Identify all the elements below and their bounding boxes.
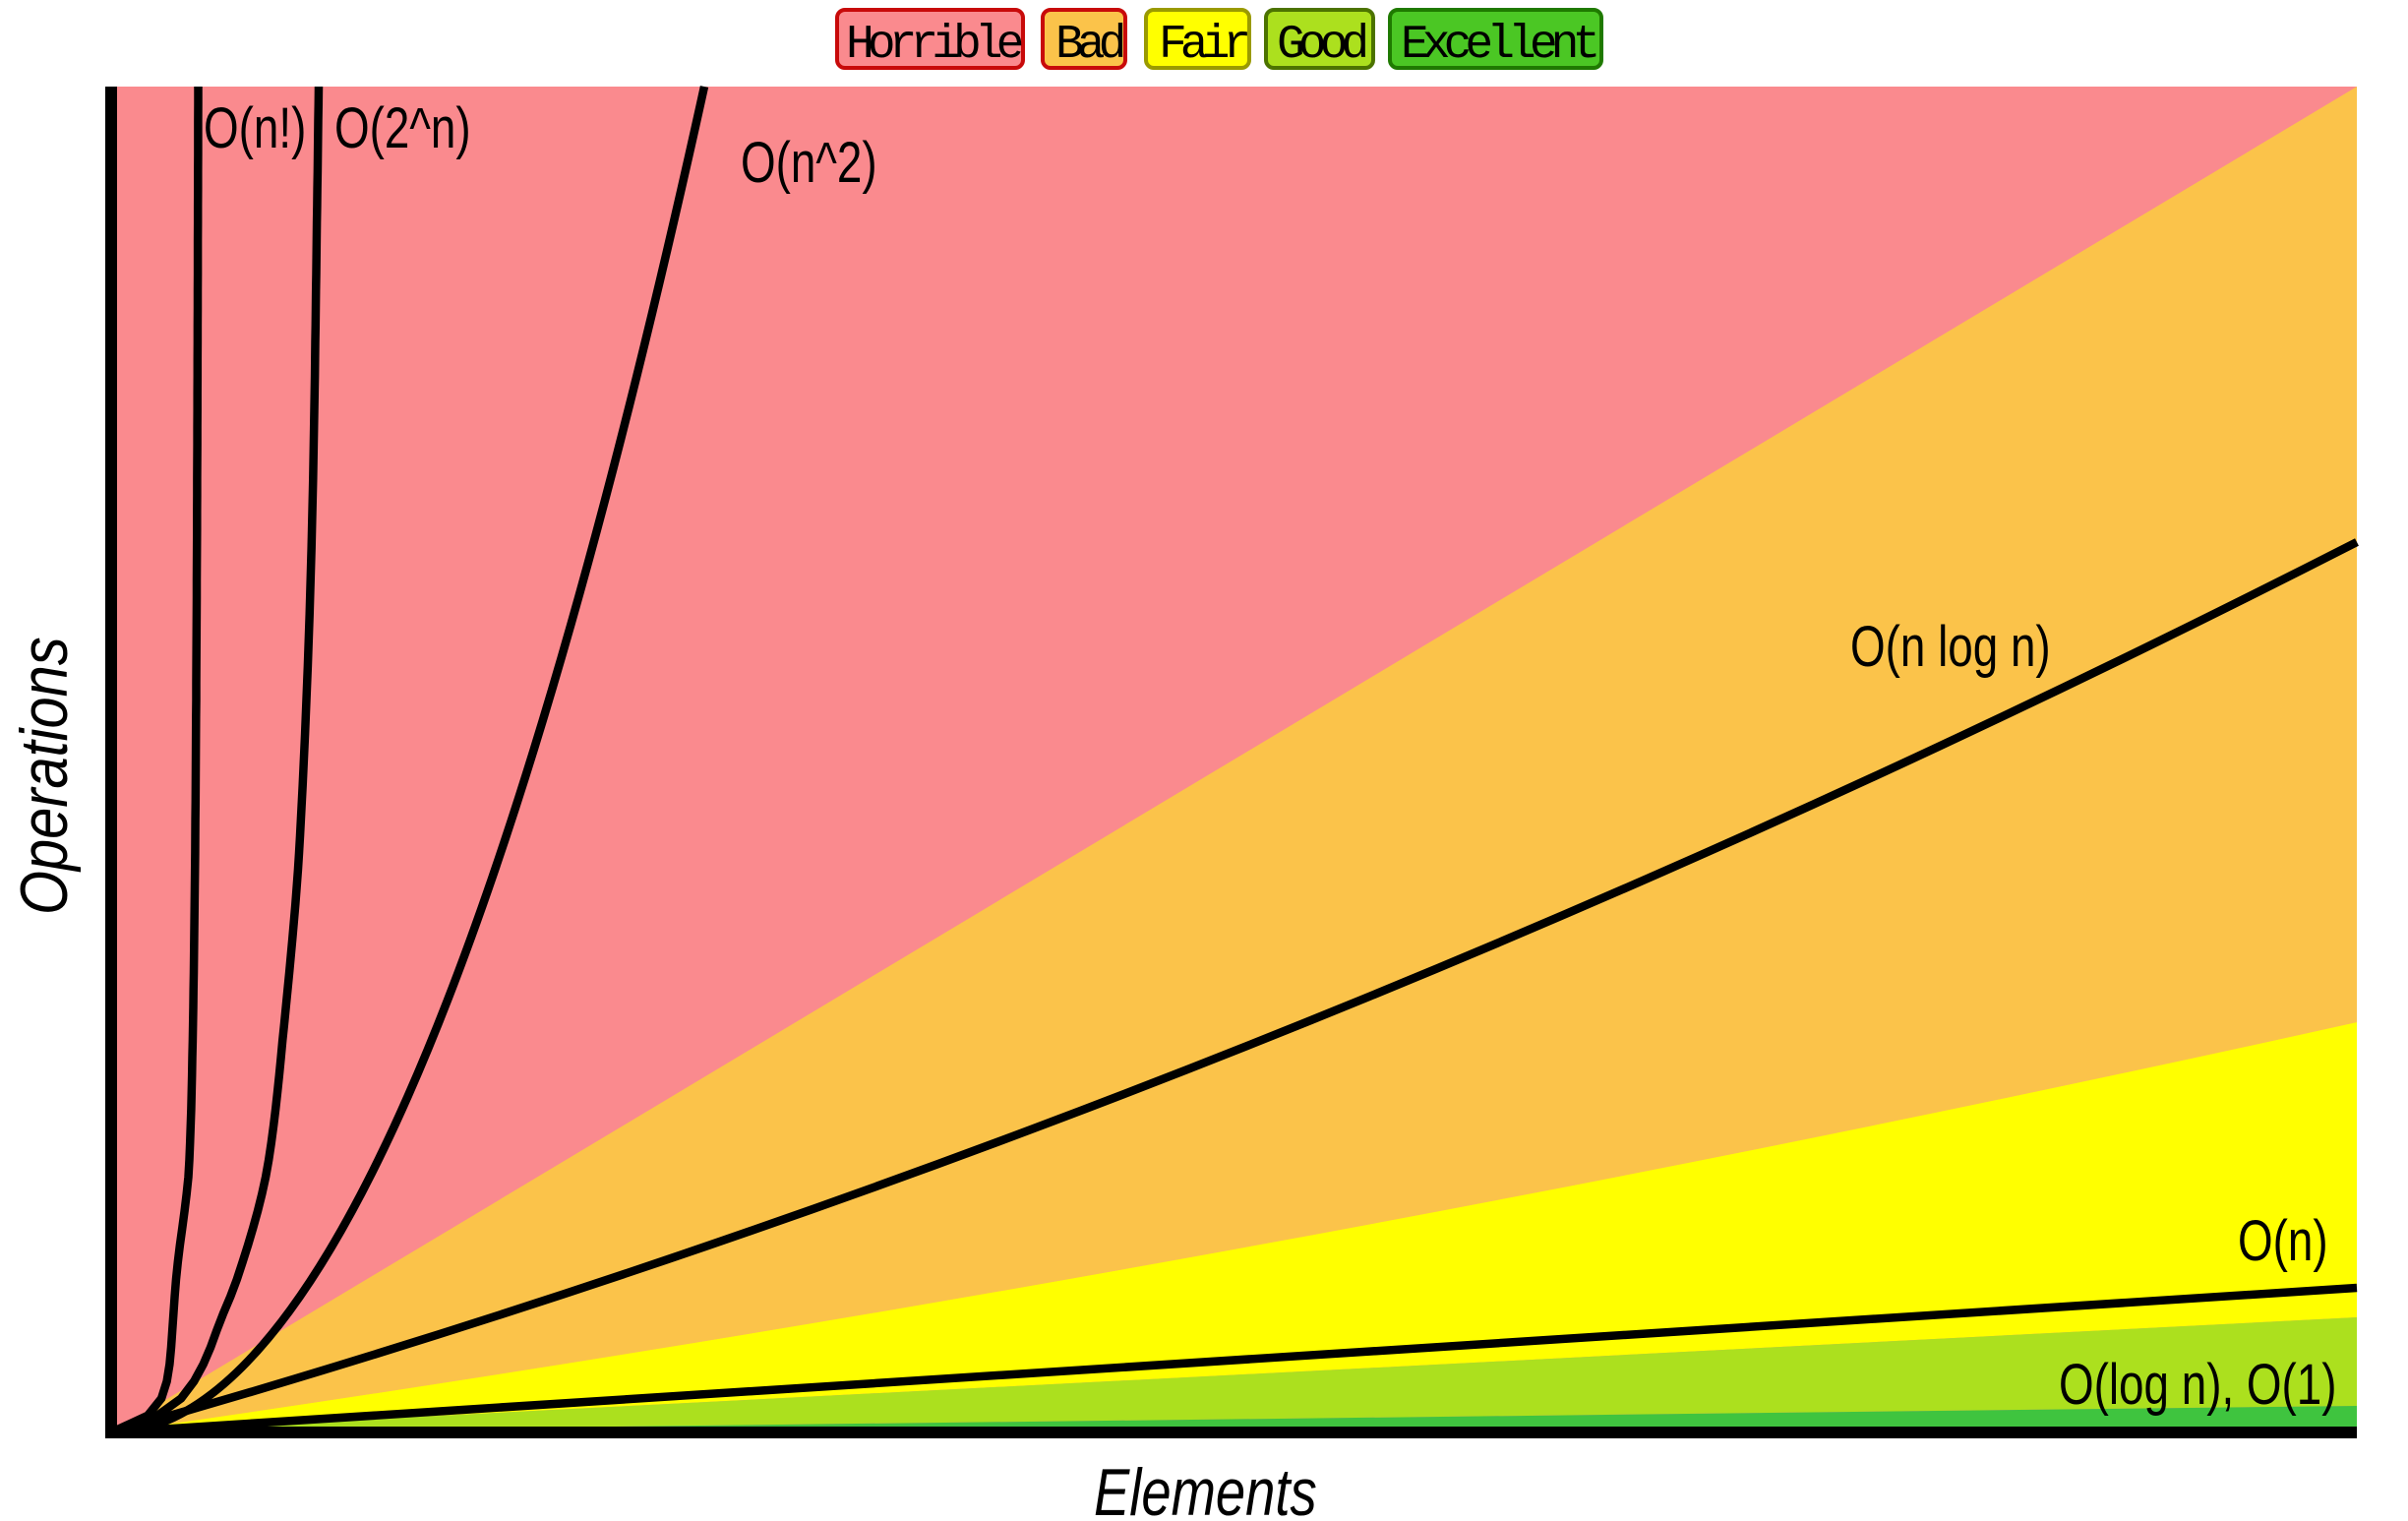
svg-text:Excellent: Excellent xyxy=(1401,19,1595,72)
svg-text:Fair: Fair xyxy=(1159,19,1247,72)
svg-text:O(2^n): O(2^n) xyxy=(334,97,471,160)
svg-text:Elements: Elements xyxy=(1094,1455,1317,1521)
svg-text:O(n): O(n) xyxy=(2238,1210,2328,1273)
svg-text:Good: Good xyxy=(1277,19,1365,72)
svg-text:O(n^2): O(n^2) xyxy=(741,132,877,195)
svg-text:Horrible: Horrible xyxy=(846,19,1022,72)
svg-text:Operations: Operations xyxy=(8,637,82,915)
svg-text:O(n!): O(n!) xyxy=(204,97,306,160)
svg-text:O(n log n): O(n log n) xyxy=(1850,616,2051,679)
svg-text:O(log n), O(1): O(log n), O(1) xyxy=(2059,1354,2337,1417)
svg-text:Bad: Bad xyxy=(1055,19,1123,72)
